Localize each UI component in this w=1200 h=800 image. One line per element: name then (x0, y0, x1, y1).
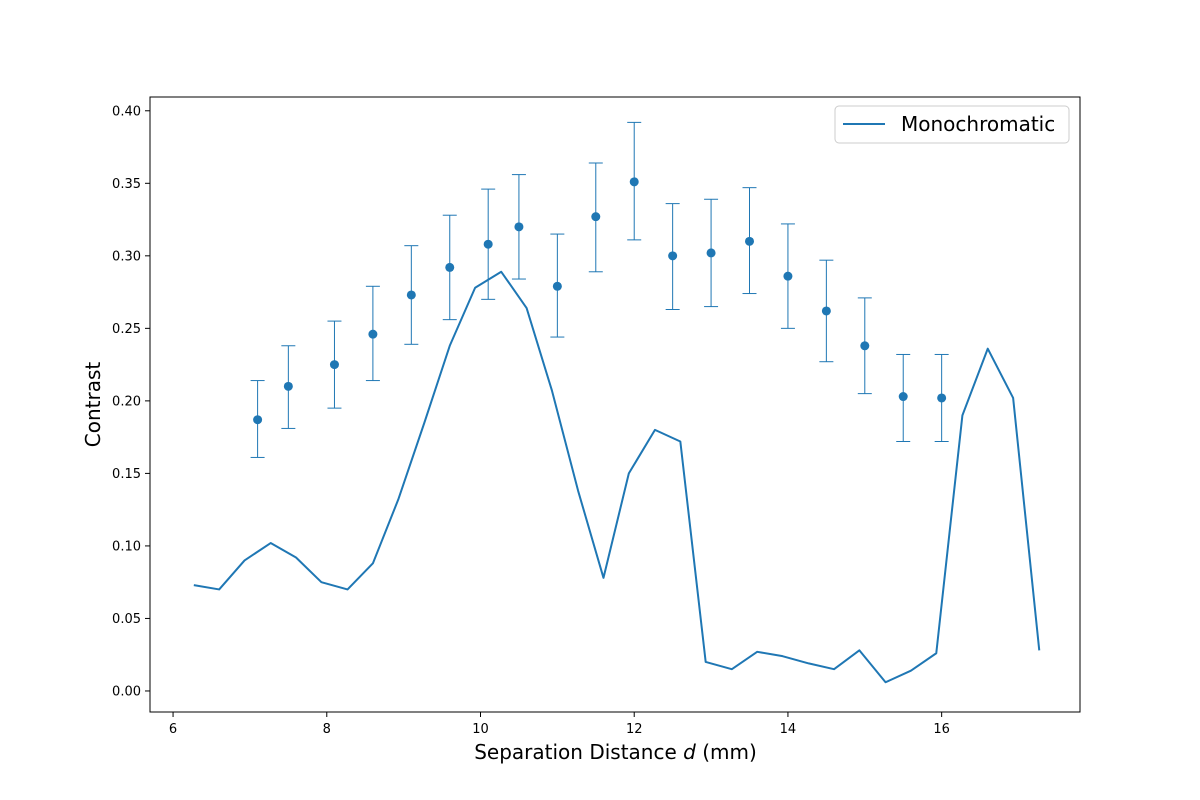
errorbar-point (857, 297, 872, 395)
data-point (937, 393, 947, 403)
errorbar-series (250, 121, 949, 458)
errorbar-point (404, 245, 419, 345)
y-tick-label: 0.30 (112, 249, 141, 264)
data-point (552, 281, 562, 291)
y-tick-label: 0.05 (112, 612, 141, 627)
x-axis-unit: (mm) (702, 740, 757, 764)
y-tick-label: 0.35 (112, 177, 141, 192)
monochromatic-line (193, 270, 1041, 684)
legend-label: Monochromatic (901, 112, 1055, 136)
data-point (514, 222, 524, 232)
y-axis-title: Contrast (81, 362, 105, 448)
y-tick-label: 0.15 (112, 467, 141, 482)
x-axis-symbol: d (683, 740, 696, 764)
y-tick-label: 0.20 (112, 394, 141, 409)
line-series (193, 270, 1041, 684)
y-tick-label: 0.10 (112, 539, 141, 554)
errorbar-point (665, 203, 680, 310)
x-tick-label: 6 (169, 722, 177, 737)
data-point (898, 392, 908, 402)
errorbar-point (780, 223, 795, 329)
errorbar-point (511, 174, 526, 280)
x-axis: 6 8 10 12 14 16 (169, 712, 950, 737)
y-tick-label: 0.00 (112, 684, 141, 699)
x-tick-label: 8 (323, 722, 331, 737)
axes (149, 96, 1081, 713)
errorbar-point (442, 214, 457, 321)
plot-frame (149, 96, 1081, 713)
x-tick-label: 14 (780, 722, 797, 737)
errorbar-point (365, 285, 380, 382)
data-point (329, 360, 339, 370)
errorbar-point (704, 198, 719, 308)
y-tick-label: 0.25 (112, 322, 141, 337)
errorbar-point (250, 380, 265, 458)
data-point (745, 236, 755, 246)
errorbar-point (550, 233, 565, 338)
data-point (283, 381, 293, 391)
data-point (783, 271, 793, 281)
data-point (706, 248, 716, 258)
y-axis: 0.00 0.05 0.10 0.15 0.20 0.25 0.30 0.35 0.40 (112, 104, 150, 699)
data-point (629, 177, 639, 187)
data-point (368, 329, 378, 339)
data-point (253, 415, 263, 425)
errorbar-point (627, 121, 642, 241)
x-tick-label: 10 (472, 722, 489, 737)
data-point (860, 341, 870, 351)
errorbar-point (742, 187, 757, 295)
errorbar-point (327, 320, 342, 409)
x-tick-label: 12 (626, 722, 643, 737)
errorbar-point (819, 259, 834, 363)
data-point (591, 212, 601, 222)
errorbar-point (934, 353, 949, 442)
data-point (483, 239, 493, 249)
errorbar-point (481, 188, 496, 300)
legend: Monochromatic (834, 105, 1070, 144)
errorbar-point (896, 353, 911, 442)
data-point (668, 251, 678, 261)
legend-box (834, 105, 1070, 144)
data-point (821, 306, 831, 316)
x-axis-title: Separation Distance d (mm) (474, 740, 757, 764)
data-point (406, 290, 416, 300)
errorbar-point (588, 162, 603, 273)
x-tick-label: 16 (933, 722, 950, 737)
errorbar-point (281, 345, 296, 429)
data-point (445, 262, 455, 272)
y-tick-label: 0.40 (112, 104, 141, 119)
